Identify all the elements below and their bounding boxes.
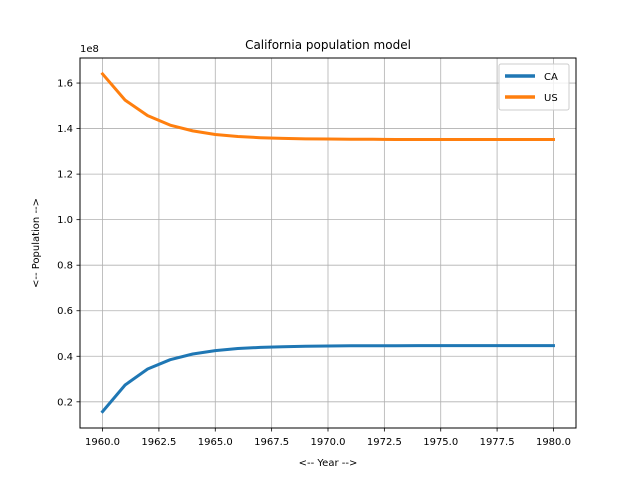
x-tick-label: 1962.5 xyxy=(141,437,176,448)
y-tick-label: 0.2 xyxy=(57,397,73,408)
axis-ticks xyxy=(76,82,554,432)
y-tick-label: 1.2 xyxy=(57,170,73,181)
legend-label-ca: CA xyxy=(544,72,558,83)
y-tick-label: 0.4 xyxy=(57,352,73,363)
x-tick-label: 1967.5 xyxy=(254,437,289,448)
x-tick-label: 1980.0 xyxy=(536,437,571,448)
x-tick-label: 1965.0 xyxy=(198,437,233,448)
series-line-us xyxy=(100,71,555,142)
y-axis-title: <-- Population --> xyxy=(31,198,42,288)
series-line-ca xyxy=(100,344,555,414)
y-tick-label: 0.6 xyxy=(57,306,73,317)
x-tick-label: 1960.0 xyxy=(85,437,120,448)
y-multiplier-label: 1e8 xyxy=(80,44,99,55)
legend-box xyxy=(498,63,570,111)
chart-title: California population model xyxy=(245,38,411,52)
x-axis-title: <-- Year --> xyxy=(299,458,358,469)
y-tick-label: 1.4 xyxy=(57,124,73,135)
grid xyxy=(80,58,576,428)
legend: CA US xyxy=(498,63,570,111)
x-tick-label: 1972.5 xyxy=(367,437,402,448)
axis-tick-labels: 1960.0 1962.5 1965.0 1967.5 1970.0 1972.5 1975… xyxy=(57,79,571,448)
x-tick-label: 1975.0 xyxy=(423,437,458,448)
x-tick-label: 1977.5 xyxy=(480,437,515,448)
y-tick-label: 0.8 xyxy=(57,261,73,272)
legend-label-us: US xyxy=(544,93,558,104)
y-tick-label: 1.6 xyxy=(57,79,73,90)
y-tick-label: 1.0 xyxy=(57,215,73,226)
x-tick-label: 1970.0 xyxy=(311,437,346,448)
series-lines xyxy=(100,71,555,414)
